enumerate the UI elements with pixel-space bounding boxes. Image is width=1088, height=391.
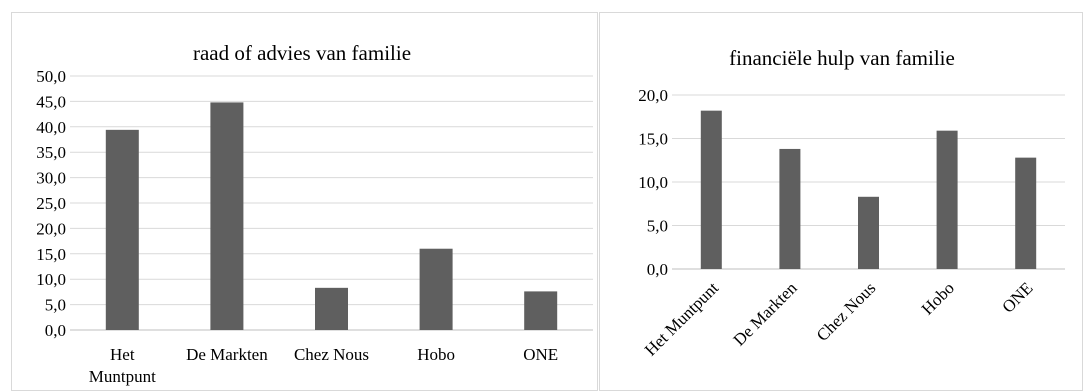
y-tick-label: 0,0 [647, 260, 668, 279]
bar [419, 248, 453, 330]
bar [105, 129, 139, 330]
bar [315, 287, 348, 330]
chart-title: raad of advies van familie [193, 41, 411, 65]
bar [524, 291, 558, 330]
y-tick-label: 35,0 [36, 143, 66, 162]
chart-panel-left: raad of advies van familie 0,0 5,0 10,0 15,… [11, 12, 598, 391]
x-tick-label: Hobo [918, 278, 958, 318]
bar [210, 102, 244, 330]
x-tick-label: Hobo [417, 345, 455, 364]
y-tick-labels: 0,0 5,0 10,0 15,0 20,0 25,0 30,0 35,0 40,0 45,0 50… [36, 67, 66, 340]
bar [779, 148, 801, 269]
chart-panel-right: financiële hulp van familie 0,0 5,0 10,0 15… [599, 12, 1083, 391]
bars [105, 102, 558, 330]
x-tick-labels: Het Muntpunt De Markten Chez Nous Hobo ONE [641, 278, 1037, 360]
chart-left-svg: raad of advies van familie 0,0 5,0 10,0 15,… [36, 41, 593, 386]
chart-right-svg: financiële hulp van familie 0,0 5,0 10,0 15… [638, 46, 1065, 360]
bar [936, 130, 958, 269]
bar [858, 196, 879, 269]
x-tick-label: Chez Nous [813, 278, 880, 345]
y-tick-labels: 0,0 5,0 10,0 15,0 20,0 [638, 86, 668, 279]
y-tick-label: 15,0 [36, 245, 66, 264]
x-tick-label: ONE [998, 278, 1036, 316]
chart-title: financiële hulp van familie [729, 46, 955, 70]
gridlines [70, 75, 593, 331]
bar [700, 110, 722, 269]
bars [700, 110, 1037, 269]
x-tick-label: Het Muntpunt [89, 345, 156, 386]
y-tick-label: 50,0 [36, 67, 66, 86]
x-tick-label: De Markten [730, 278, 802, 350]
y-tick-label: 10,0 [36, 270, 66, 289]
y-tick-label: 40,0 [36, 118, 66, 137]
y-tick-label: 20,0 [638, 86, 668, 105]
x-tick-labels: Het Muntpunt De Markten Chez Nous Hobo ONE [89, 345, 558, 386]
x-tick-label: ONE [523, 345, 558, 364]
y-tick-label: 5,0 [45, 296, 66, 315]
bar [1015, 157, 1037, 269]
y-tick-label: 45,0 [36, 92, 66, 111]
y-tick-label: 15,0 [638, 130, 668, 149]
y-tick-label: 10,0 [638, 173, 668, 192]
x-tick-label: Het Muntpunt [641, 278, 722, 359]
x-tick-label: De Markten [186, 345, 268, 364]
y-tick-label: 20,0 [36, 219, 66, 238]
x-tick-label: Chez Nous [294, 345, 369, 364]
y-tick-label: 5,0 [647, 217, 668, 236]
y-tick-label: 0,0 [45, 321, 66, 340]
y-tick-label: 25,0 [36, 194, 66, 213]
y-tick-label: 30,0 [36, 169, 66, 188]
